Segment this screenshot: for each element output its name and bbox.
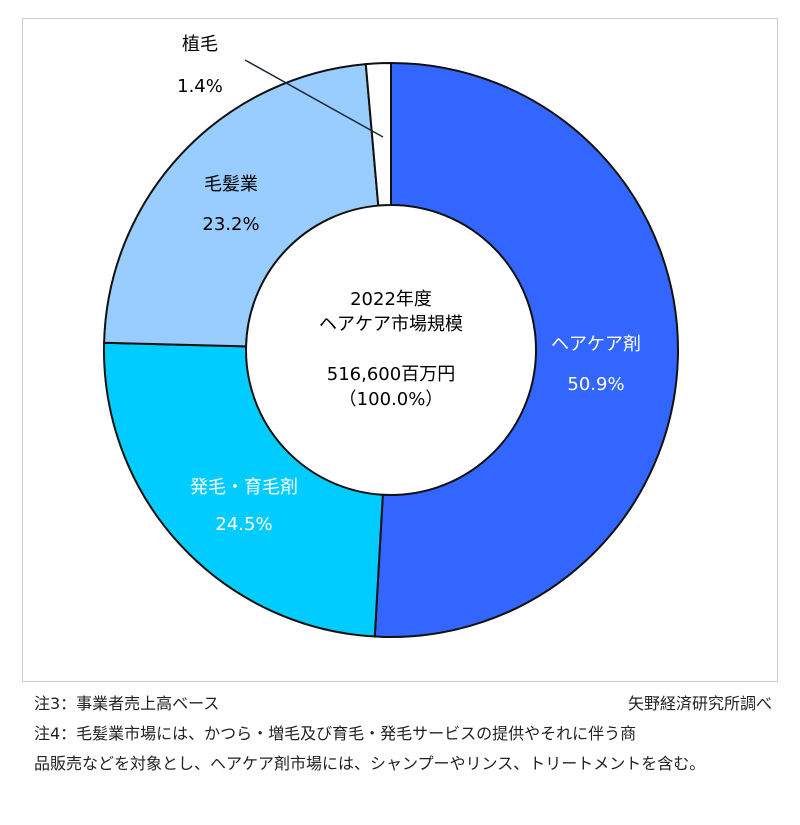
slice-value-hairbusiness: 23.2% bbox=[202, 214, 259, 235]
center-title-2: ヘアケア市場規模 bbox=[319, 314, 463, 335]
slice-label-implant: 植毛 bbox=[182, 34, 218, 55]
center-title-1: 2022年度 bbox=[350, 289, 432, 310]
note-4-line-1: 注4：毛髪業市場には、かつら・増毛及び育毛・発毛サービスの提供やそれに伴う商 bbox=[34, 724, 637, 743]
donut-slice-2 bbox=[103, 63, 380, 348]
chart-frame bbox=[22, 18, 778, 682]
donut-chart: 2022年度 ヘアケア市場規模 516,600百万円 （100.0%） ヘアケア… bbox=[103, 34, 679, 638]
leader-line bbox=[244, 59, 384, 138]
center-value: 516,600百万円 bbox=[327, 364, 455, 385]
donut-slice-0 bbox=[373, 61, 679, 638]
slice-label-hairbusiness: 毛髪業 bbox=[204, 173, 258, 195]
source-credit: 矢野経済研究所調べ bbox=[627, 694, 772, 713]
slice-label-haircare: ヘアケア剤 bbox=[551, 334, 641, 355]
center-percent: （100.0%） bbox=[339, 389, 444, 410]
slice-value-implant: 1.4% bbox=[177, 76, 223, 97]
slice-value-haircare: 50.9% bbox=[567, 374, 624, 395]
donut-slice-1 bbox=[103, 341, 384, 638]
note-4-line-2: 品販売などを対象とし、ヘアケア剤市場には、シャンプーやリンス、トリートメントを含… bbox=[34, 754, 706, 773]
note-3: 注3：事業者売上高ベース bbox=[34, 694, 220, 713]
slice-label-hairgrowth: 発毛・育毛剤 bbox=[190, 477, 298, 498]
slice-value-hairgrowth: 24.5% bbox=[215, 514, 272, 535]
